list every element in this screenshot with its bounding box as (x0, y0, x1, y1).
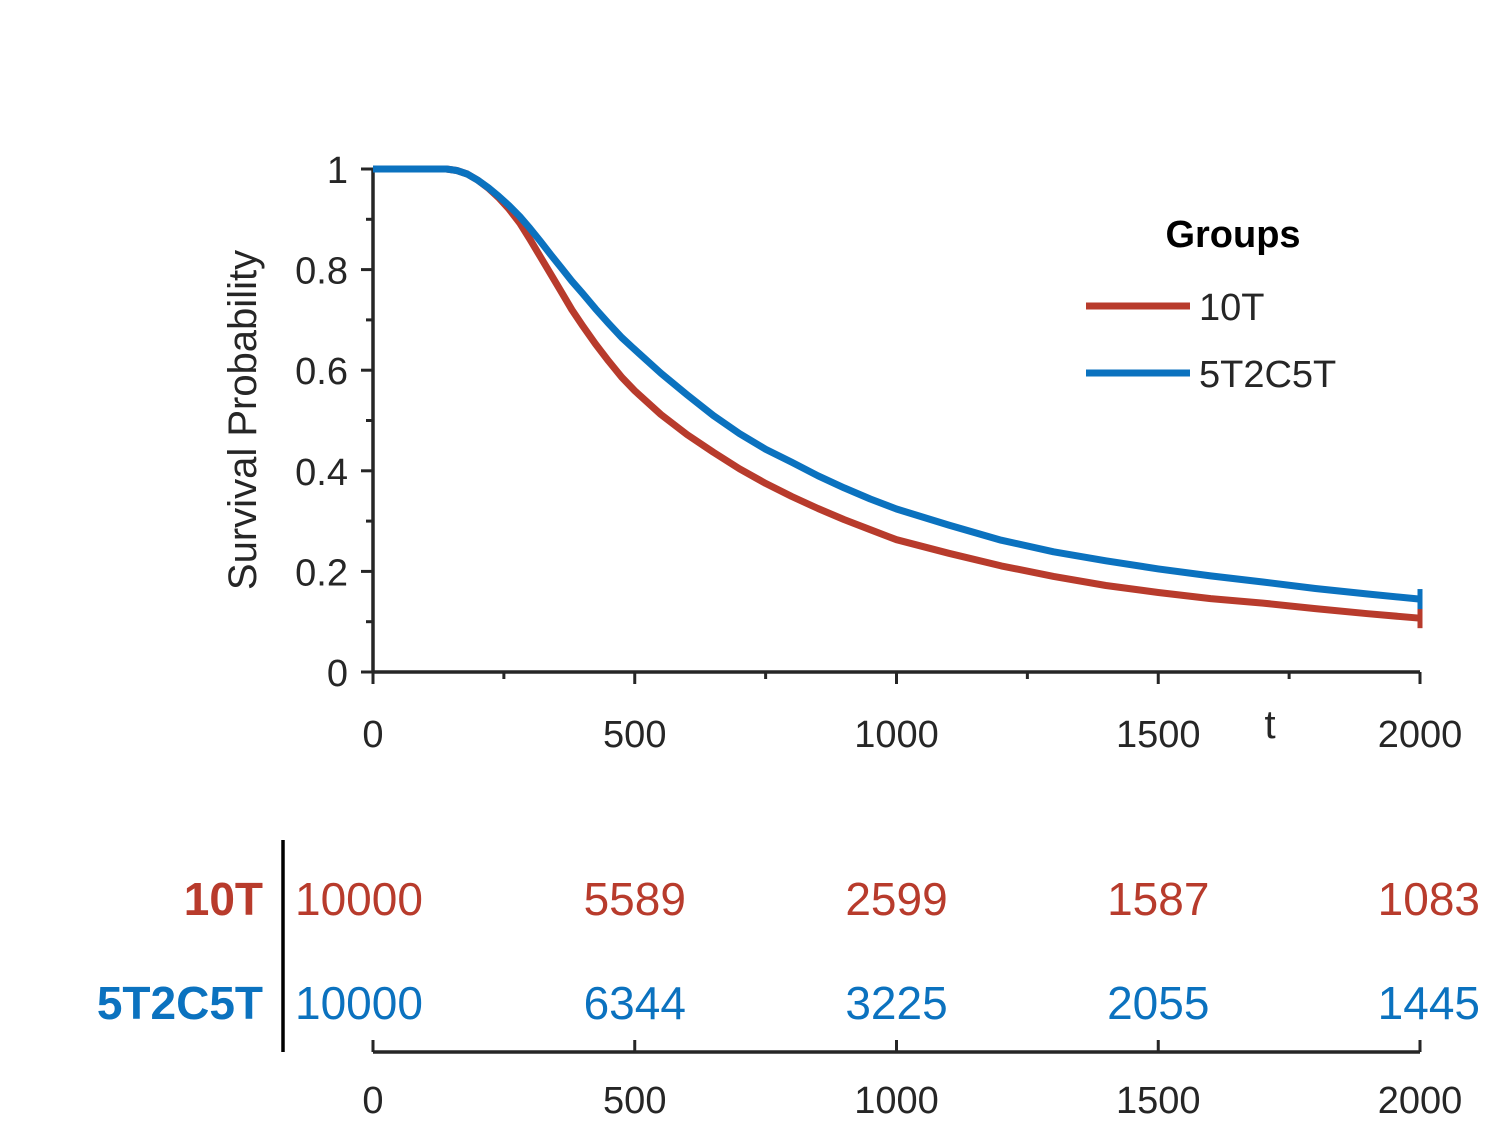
risk-x-tick-label: 1500 (1116, 1080, 1201, 1121)
x-tick-label: 1000 (854, 714, 939, 756)
risk-count-10t: 1587 (1107, 873, 1209, 925)
risk-x-tick-label: 500 (603, 1080, 666, 1121)
legend-label-10t: 10T (1199, 287, 1264, 329)
legend: Groups 10T 5T2C5T (1086, 214, 1336, 396)
x-tick-label: 500 (603, 714, 666, 756)
series-line-5t2c5t (373, 165, 1421, 603)
risk-x-tick-label: 2000 (1378, 1080, 1463, 1121)
risk-count-10t: 5589 (584, 873, 686, 925)
y-axis-title: Survival Probability (221, 250, 265, 590)
risk-count-10t: 1083 (1378, 873, 1480, 925)
legend-title: Groups (1165, 214, 1300, 256)
y-tick-label: 0.2 (295, 552, 348, 594)
legend-label-5t2c5t: 5T2C5T (1199, 354, 1336, 396)
risk-count-10t: 2599 (845, 873, 947, 925)
x-tick-label: 1500 (1116, 714, 1201, 756)
risk-count-5t2c5t: 1445 (1378, 977, 1480, 1029)
risk-group-label-10t: 10T (184, 873, 263, 925)
y-tick-label: 0.4 (295, 452, 348, 494)
risk-count-10t: 10000 (295, 873, 423, 925)
x-axis-title: t (1264, 703, 1275, 747)
risk-x-tick-label: 0 (362, 1080, 383, 1121)
risk-count-5t2c5t: 2055 (1107, 977, 1209, 1029)
x-tick-label: 0 (362, 714, 383, 756)
risk-x-tick-label: 1000 (854, 1080, 939, 1121)
risk-count-5t2c5t: 3225 (845, 977, 947, 1029)
survival-plot-area: 0 500 1000 1500 2000 0 0.2 0.4 0.6 0.8 1 t Survival … (221, 150, 1462, 756)
risk-count-5t2c5t: 6344 (584, 977, 686, 1029)
y-tick-label: 0 (327, 653, 348, 695)
x-tick-label: 2000 (1378, 714, 1463, 756)
y-tick-label: 0.6 (295, 351, 348, 393)
y-tick-label: 0.8 (295, 251, 348, 293)
y-tick-label: 1 (327, 150, 348, 192)
risk-group-label-5t2c5t: 5T2C5T (97, 977, 263, 1029)
risk-count-5t2c5t: 10000 (295, 977, 423, 1029)
